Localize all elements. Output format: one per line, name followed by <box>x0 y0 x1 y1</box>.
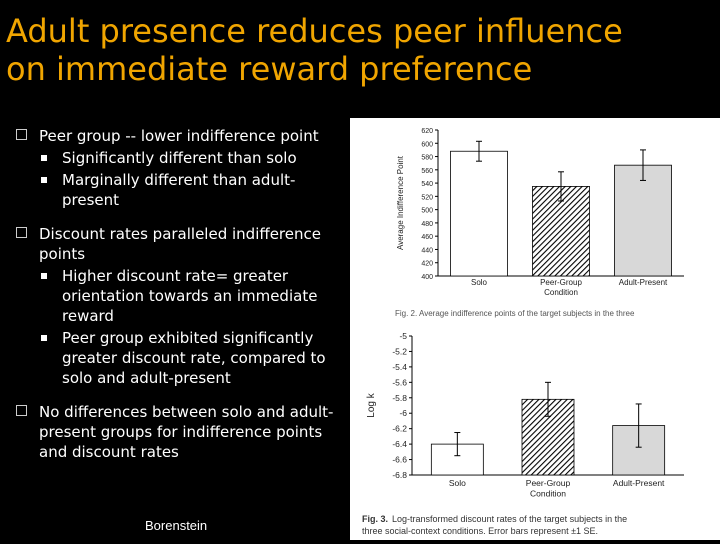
indifference-point-chart: 400 420 440 460 480 500 520 540 560 580 600 620 Aver… <box>396 128 684 297</box>
figure-2-caption: Fig. 2. Average indifference points of t… <box>395 309 635 318</box>
x-category-label-line: Peer-Group <box>540 278 582 287</box>
square-bullet-icon <box>41 335 47 341</box>
slide-title-line-1: Adult presence reduces peer influence <box>6 12 623 50</box>
y-tick-label: 620 <box>421 128 433 135</box>
y-tick-label: 480 <box>421 221 433 228</box>
y-tick-label: 560 <box>421 168 433 175</box>
bullet-item: Discount rates paralleled indifference p… <box>14 224 348 388</box>
bar-1 <box>450 150 508 277</box>
y-tick-label: 540 <box>421 181 433 188</box>
sub-bullet-item: Higher discount rate= greater orientatio… <box>39 266 348 326</box>
y-tick-label: 500 <box>421 208 433 215</box>
bullet-box-icon <box>16 129 27 140</box>
y-tick-label: -6.4 <box>392 439 407 449</box>
figure-3-caption-line-1: Fig. 3. Log-transformed discount rates of… <box>362 514 627 524</box>
x-category-label: Solo <box>471 278 488 287</box>
y-tick-label: 420 <box>421 261 433 268</box>
sub-bullet-text: Marginally different than adult-present <box>62 171 296 209</box>
bullet-text: Discount rates paralleled indifference p… <box>39 225 321 263</box>
sub-bullet-text: Significantly different than solo <box>62 149 297 167</box>
figure-3-caption-label: Fig. 3. <box>362 514 388 524</box>
y-tick-label: -5 <box>399 331 407 341</box>
y-tick-label: -6.6 <box>392 455 407 465</box>
y-axis-label: Log k <box>366 392 377 417</box>
x-category-label: Adult-Present <box>613 478 665 488</box>
y-tick-label: -6.8 <box>392 470 407 480</box>
y-tick-label: 460 <box>421 234 433 241</box>
sub-bullet-text: Higher discount rate= greater orientatio… <box>62 267 318 325</box>
square-bullet-icon <box>41 177 47 183</box>
bullet-text: Peer group -- lower indifference point <box>39 127 319 145</box>
slide-title: Adult presence reduces peer influence on… <box>6 12 718 88</box>
x-category-label-line: Condition <box>530 489 566 499</box>
x-category-label-line: Peer-Group <box>526 478 571 488</box>
bullet-box-icon <box>16 405 27 416</box>
x-category-label-line: Condition <box>544 288 578 297</box>
y-tick-label: 400 <box>421 274 433 281</box>
y-tick-label: -5.2 <box>392 346 407 356</box>
bullet-list: Peer group -- lower indifference point S… <box>14 126 348 476</box>
sub-bullet-text: Peer group exhibited significantly great… <box>62 329 326 387</box>
y-tick-label: 600 <box>421 141 433 148</box>
slide-title-line-2: on immediate reward preference <box>6 50 533 88</box>
discount-rate-chart: -6.8 -6.6 -6.4 -6.2 -6 -5.8 -5.6 -5.4 -5.2 -5 Log … <box>366 331 684 499</box>
figure-3-caption-line-2: three social-context conditions. Error b… <box>362 526 598 536</box>
y-tick-label: 520 <box>421 194 433 201</box>
x-category-label-line: Solo <box>449 478 466 488</box>
sub-bullet-item: Significantly different than solo <box>39 148 348 168</box>
y-tick-label: -6.2 <box>392 424 407 434</box>
x-category-label-line: Adult-Present <box>619 278 668 287</box>
x-category-label: Adult-Present <box>619 278 668 287</box>
bar-3 <box>614 164 672 277</box>
y-tick-label: -5.6 <box>392 377 407 387</box>
y-axis-label: Average Indifference Point <box>396 155 405 250</box>
x-category-label-line: Adult-Present <box>613 478 665 488</box>
x-category-label: Peer-Group Condition <box>540 278 582 297</box>
square-bullet-icon <box>41 155 47 161</box>
y-tick-label: -6 <box>399 408 407 418</box>
bullet-text: No differences between solo and adult-pr… <box>39 403 334 461</box>
figure-panel: 400 420 440 460 480 500 520 540 560 580 600 620 Aver… <box>350 118 720 540</box>
bullet-item: Peer group -- lower indifference point S… <box>14 126 348 210</box>
sub-bullet-item: Marginally different than adult-present <box>39 170 348 210</box>
author-credit: Borenstein <box>145 518 208 533</box>
sub-bullet-item: Peer group exhibited significantly great… <box>39 328 348 388</box>
x-category-label-line: Solo <box>471 278 488 287</box>
figure-3-caption-text: Log-transformed discount rates of the ta… <box>392 514 627 524</box>
square-bullet-icon <box>41 273 47 279</box>
bullet-box-icon <box>16 227 27 238</box>
y-tick-label: 580 <box>421 155 433 162</box>
y-tick-label: -5.4 <box>392 362 407 372</box>
x-category-label: Peer-Group Condition <box>526 478 571 499</box>
y-tick-label: -5.8 <box>392 393 407 403</box>
y-tick-label: 440 <box>421 247 433 254</box>
figure-charts: 400 420 440 460 480 500 520 540 560 580 600 620 Aver… <box>362 128 684 536</box>
bullet-item: No differences between solo and adult-pr… <box>14 402 348 462</box>
x-category-label: Solo <box>449 478 466 488</box>
